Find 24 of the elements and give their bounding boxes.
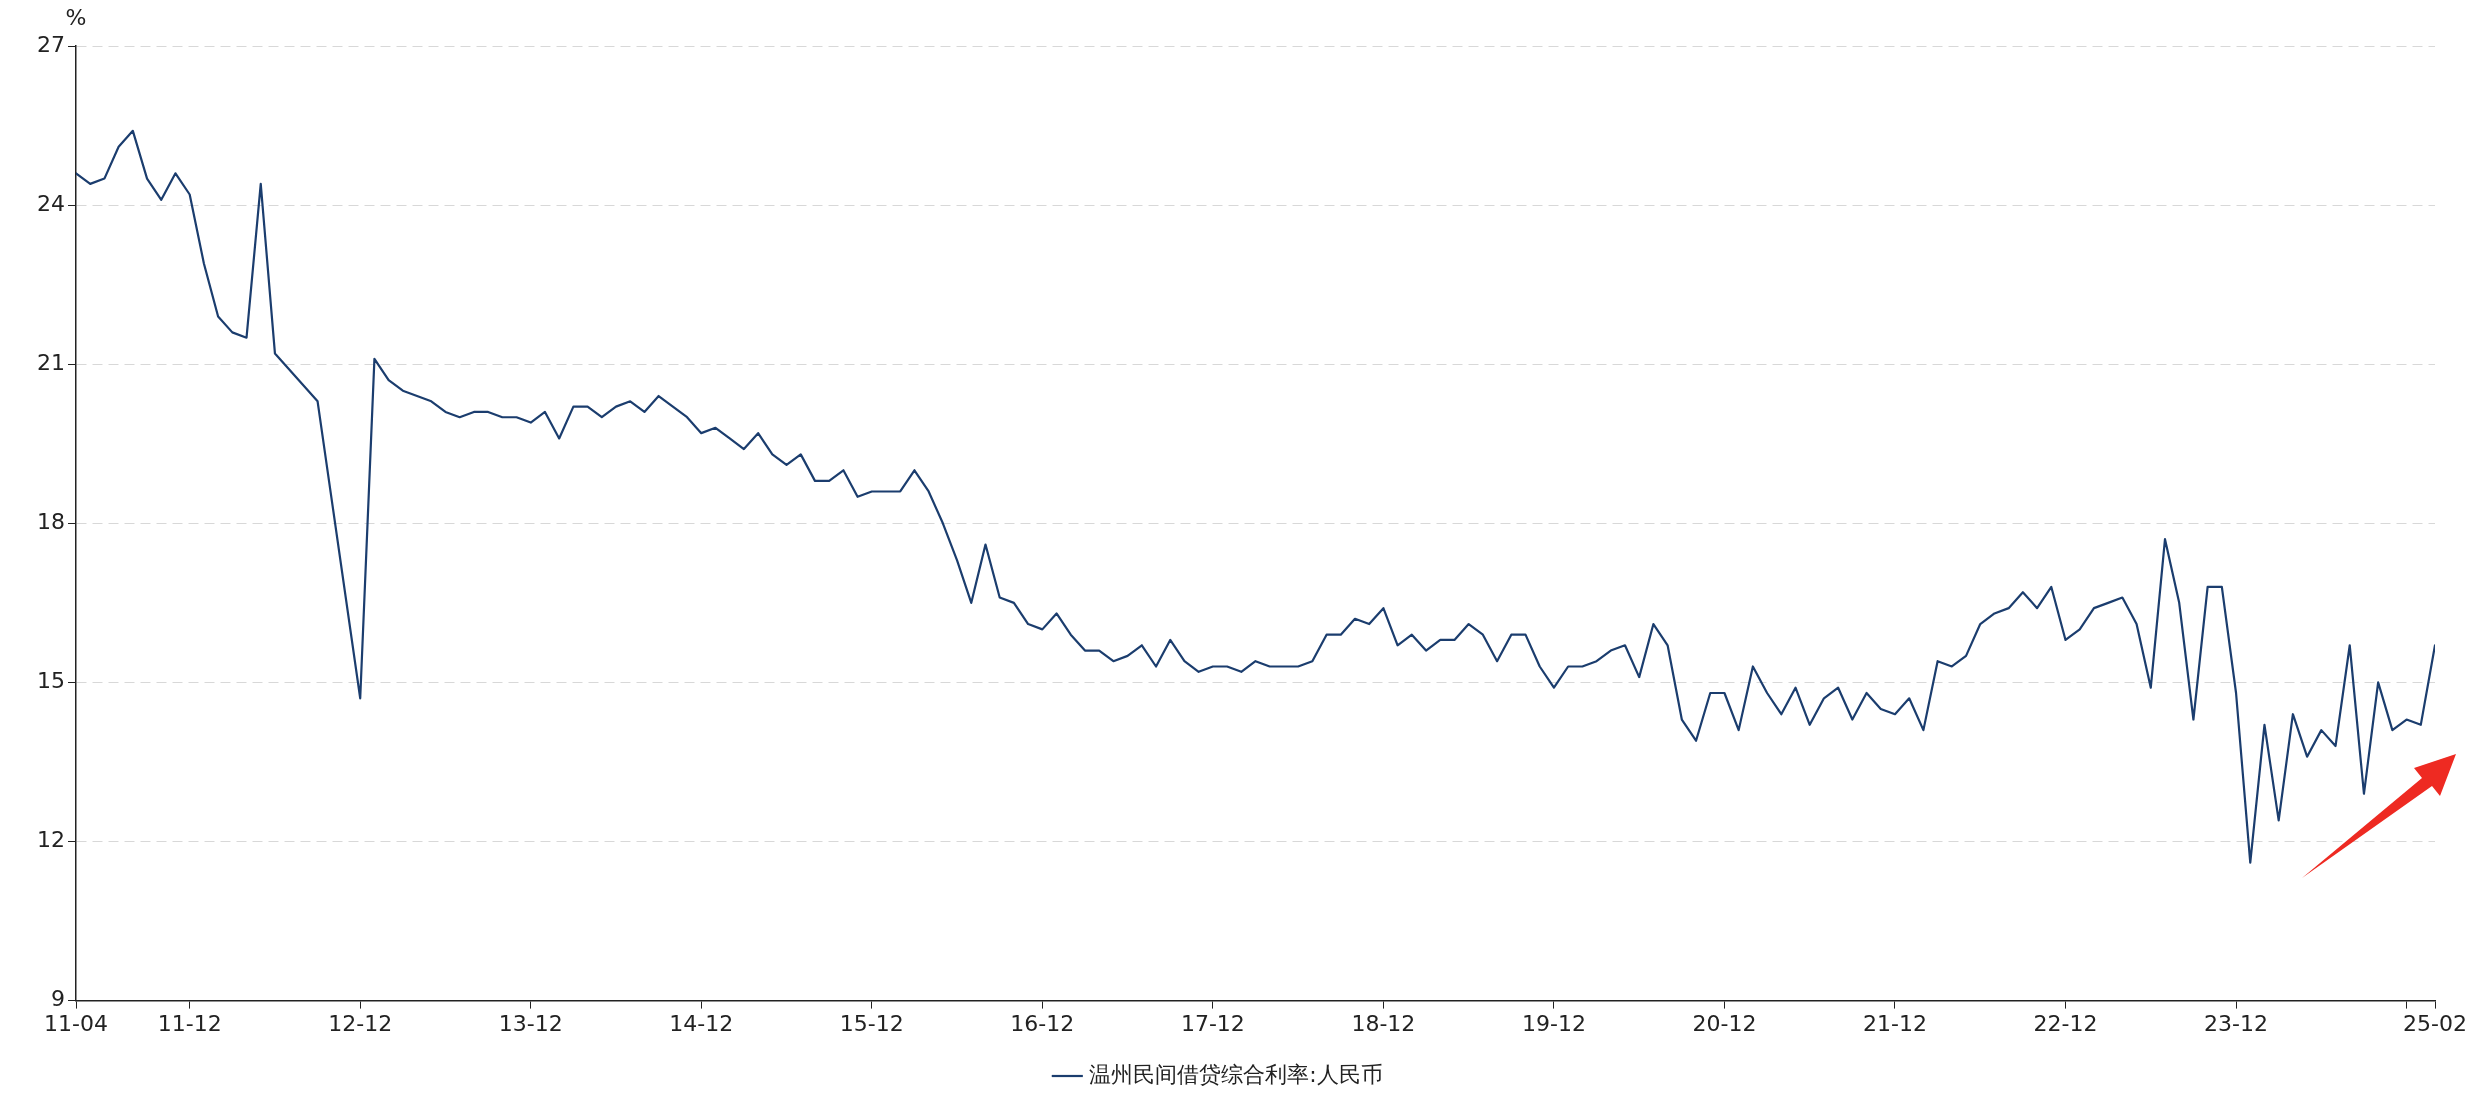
y-tick-label: 9 (51, 986, 65, 1012)
x-tick-label: 16-12 (1010, 1010, 1075, 1036)
x-tick-label: 15-12 (839, 1010, 904, 1036)
x-tick-label: 11-04 (44, 1010, 108, 1036)
y-tick-label: 24 (37, 190, 65, 216)
y-tick-label: 27 (37, 31, 65, 57)
x-tick-label: 23-12 (2204, 1010, 2269, 1036)
x-tick-label: 18-12 (1351, 1010, 1416, 1036)
x-tick-label: 22-12 (2033, 1010, 2098, 1036)
y-tick-label: 18 (37, 509, 65, 535)
y-tick-label: 21 (37, 349, 65, 375)
y-axis-title: % (65, 4, 87, 30)
x-tick-label: 17-12 (1180, 1010, 1245, 1036)
x-tick-label: 21-12 (1863, 1010, 1927, 1036)
x-tick-label: 25-02 (2403, 1010, 2467, 1036)
y-tick-label: 15 (37, 668, 65, 694)
legend-label: 温州民间借贷综合利率:人民币 (1089, 1061, 1383, 1087)
x-tick-label: 12-12 (328, 1010, 393, 1036)
x-tick-label: 14-12 (669, 1010, 734, 1036)
y-tick-label: 12 (37, 827, 65, 853)
x-tick-label: 11-12 (157, 1010, 222, 1036)
x-tick-label: 19-12 (1521, 1010, 1586, 1036)
x-tick-label: 13-12 (498, 1010, 563, 1036)
x-tick-label: 20-12 (1692, 1010, 1757, 1036)
